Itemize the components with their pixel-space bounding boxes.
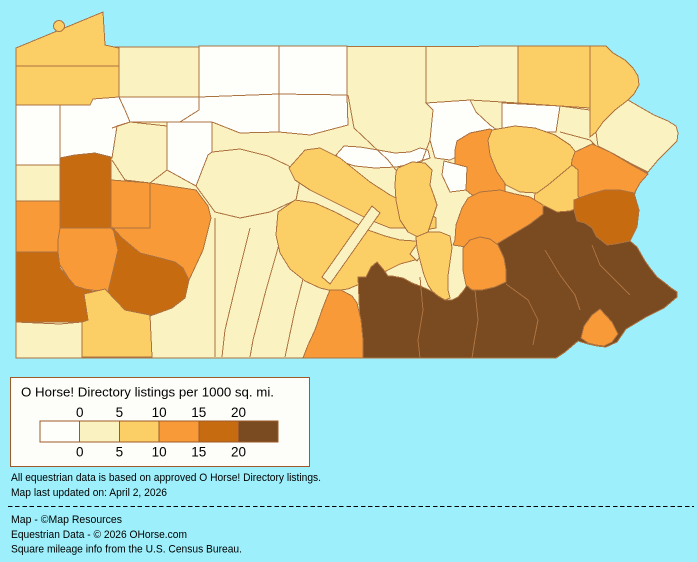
- svg-text:20: 20: [231, 445, 246, 460]
- svg-text:Square mileage info from the U: Square mileage info from the U.S. Census…: [11, 544, 242, 556]
- svg-text:Map last updated on: April 2,: Map last updated on: April 2, 2026: [11, 487, 167, 499]
- svg-text:Map - ©Map Resources: Map - ©Map Resources: [11, 514, 122, 526]
- svg-text:15: 15: [191, 445, 206, 460]
- svg-text:0: 0: [76, 445, 84, 460]
- svg-text:5: 5: [116, 405, 124, 420]
- svg-text:O Horse! Directory listings pe: O Horse! Directory listings per 1000 sq.…: [21, 385, 274, 400]
- svg-text:20: 20: [231, 405, 246, 420]
- svg-text:All equestrian data is based o: All equestrian data is based on approved…: [11, 472, 321, 484]
- svg-text:10: 10: [152, 445, 167, 460]
- svg-text:5: 5: [116, 445, 124, 460]
- svg-text:15: 15: [191, 405, 206, 420]
- svg-text:0: 0: [76, 405, 84, 420]
- svg-text:10: 10: [152, 405, 167, 420]
- svg-text:Equestrian Data - © 2026 OHors: Equestrian Data - © 2026 OHorse.com: [11, 529, 187, 541]
